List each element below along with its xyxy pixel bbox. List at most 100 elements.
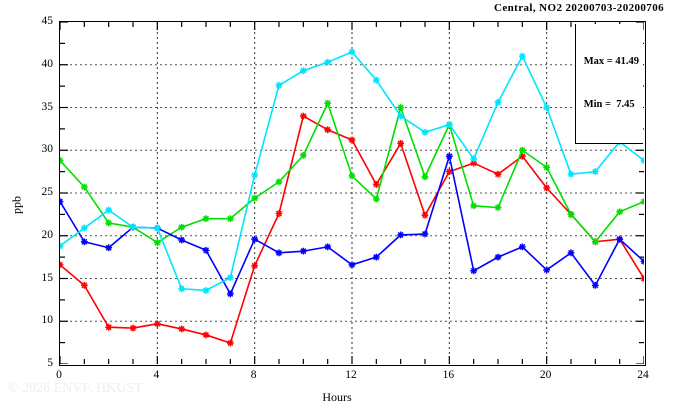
data-point <box>60 261 64 269</box>
data-point <box>324 58 332 66</box>
data-point <box>129 223 137 231</box>
data-point <box>324 99 332 107</box>
data-point <box>348 48 356 56</box>
data-point <box>543 163 551 171</box>
data-point <box>275 178 283 186</box>
data-point <box>348 261 356 269</box>
x-tick-label: 20 <box>539 369 552 381</box>
legend-min-label: Min = 7.45 <box>583 98 635 110</box>
data-point <box>60 198 64 205</box>
data-point <box>445 121 453 128</box>
data-point <box>275 249 283 257</box>
data-point <box>80 183 88 191</box>
data-point <box>372 181 380 188</box>
data-point <box>251 235 259 243</box>
x-tick-label: 4 <box>153 369 160 381</box>
data-point <box>567 170 575 178</box>
data-point <box>494 98 502 106</box>
data-point <box>640 258 644 265</box>
data-point <box>324 126 332 134</box>
data-point <box>445 168 453 176</box>
data-point <box>153 224 161 232</box>
data-point <box>178 325 186 333</box>
data-point <box>616 208 624 216</box>
data-point <box>226 274 234 282</box>
data-point <box>616 235 624 243</box>
data-point <box>80 281 88 289</box>
x-axis-title: Hours <box>322 390 352 404</box>
x-tick-label: 16 <box>442 369 455 381</box>
data-point <box>567 210 575 218</box>
y-axis-title: ppb <box>9 195 24 214</box>
data-point <box>640 157 644 164</box>
data-point <box>324 243 332 251</box>
data-point <box>80 224 88 232</box>
data-point <box>494 204 502 211</box>
data-point <box>518 243 526 251</box>
y-tick-label: 5 <box>47 357 53 369</box>
grid-lines <box>60 22 644 364</box>
data-point <box>470 267 478 275</box>
data-point <box>226 215 234 223</box>
data-point <box>299 151 307 159</box>
data-point <box>251 194 259 202</box>
y-tick-label: 45 <box>41 15 54 27</box>
data-point <box>591 168 599 176</box>
data-point <box>275 81 283 89</box>
data-point <box>299 247 307 255</box>
data-point <box>105 244 113 252</box>
plot-area <box>60 22 645 365</box>
data-point <box>202 331 210 339</box>
data-point <box>299 67 307 75</box>
data-point <box>202 215 210 223</box>
data-point <box>129 324 137 332</box>
series-canvas <box>60 22 644 364</box>
data-point <box>153 239 161 246</box>
data-point <box>397 231 405 239</box>
data-point <box>372 253 380 261</box>
data-point <box>591 281 599 289</box>
data-point <box>518 146 526 154</box>
data-point <box>397 104 405 111</box>
data-point <box>105 323 113 331</box>
data-point <box>567 249 575 257</box>
y-tick-label: 25 <box>41 186 54 198</box>
data-point <box>202 287 210 294</box>
data-point <box>80 238 88 246</box>
data-point <box>421 128 429 136</box>
data-point <box>445 152 453 160</box>
x-tick-label: 0 <box>56 369 62 381</box>
data-point <box>153 320 161 328</box>
data-point <box>60 157 64 164</box>
data-point <box>543 184 551 192</box>
plot-frame: Max = 41.49 Min = 7.45 <box>59 21 646 366</box>
data-point <box>397 112 405 120</box>
data-point <box>494 253 502 261</box>
y-tick-label: 35 <box>41 100 54 113</box>
data-point <box>494 170 502 178</box>
data-point <box>640 275 644 282</box>
data-point <box>470 155 478 163</box>
y-tick-label: 40 <box>41 57 54 70</box>
data-point <box>178 223 186 231</box>
y-tick-label: 30 <box>41 143 54 156</box>
data-point <box>105 206 113 214</box>
series-day-2 <box>60 99 644 246</box>
data-point <box>470 202 478 210</box>
data-point <box>421 173 429 181</box>
data-point <box>105 219 113 227</box>
data-point <box>591 238 599 246</box>
x-tick-label: 8 <box>250 369 257 381</box>
data-point <box>226 290 234 298</box>
data-point <box>348 136 356 144</box>
data-point <box>275 210 283 217</box>
legend-max-label: Max = 41.49 <box>583 56 639 68</box>
chart-title: Central, NO2 20200703-20200706 <box>494 2 664 14</box>
data-point <box>543 266 551 274</box>
data-point <box>397 140 405 147</box>
data-point <box>372 195 380 203</box>
data-point <box>640 198 644 205</box>
data-point <box>348 172 356 180</box>
data-point <box>372 76 380 84</box>
